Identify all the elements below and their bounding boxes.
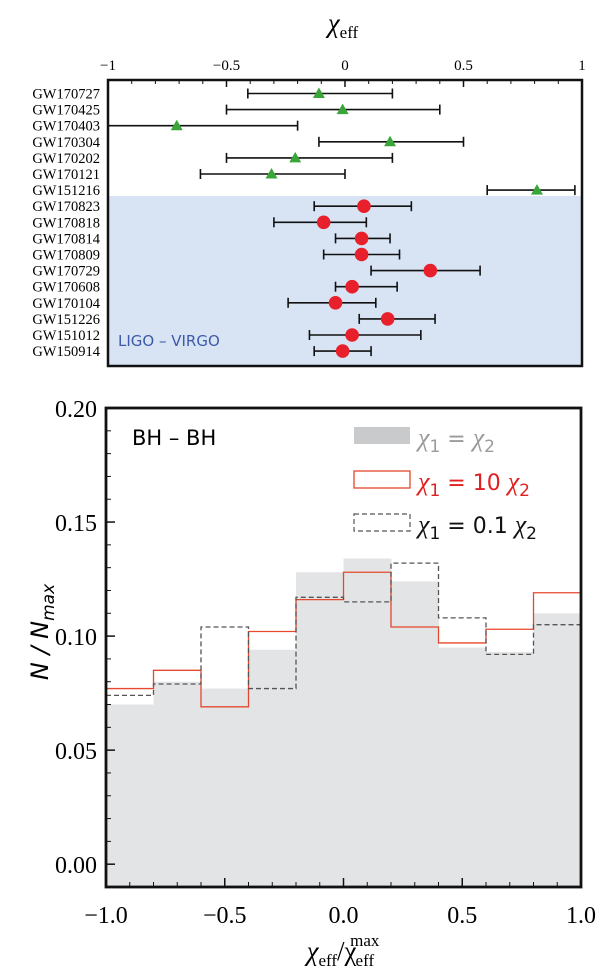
y-tick-label: 0.20 [55,397,97,423]
event-label: GW170823 [32,199,100,215]
y-tick-labels: 0.00 0.05 0.10 0.15 0.20 [55,397,97,879]
ligo-virgo-label: LIGO – VIRGO [118,332,220,350]
legend-swatch-equal [354,427,410,444]
event-label: GW170202 [32,151,100,167]
circle-marker [380,312,395,326]
event-markers [107,87,576,358]
legend-swatch-tenth [353,513,411,532]
histogram-line-tenth [106,562,581,697]
histogram-bars [106,558,582,887]
event-label: GW151012 [32,328,100,344]
y-tick-label: 0.10 [55,625,97,651]
x-tick-label: 0.5 [447,903,477,929]
triangle-marker [289,151,302,163]
histogram-bar-equal [438,647,487,887]
triangle-marker [170,119,183,131]
event-label: GW170425 [32,103,100,119]
event-label: GW170729 [32,264,100,280]
circle-marker [423,263,438,278]
circle-marker [345,328,359,342]
circle-marker [316,215,331,230]
event-label: GW150914 [32,344,100,360]
event-label: GW170104 [32,296,100,312]
ligo-virgo-band [108,196,582,366]
event-label: GW170121 [32,167,100,183]
circle-marker [345,279,359,294]
circle-marker [357,199,371,213]
legend-label-ten: χ1 = 10 χ2 [415,467,530,501]
top-tick-label: −0.5 [213,58,240,74]
event-label: GW170304 [32,135,100,151]
legend: χ1 = χ2 χ1 = 10 χ2 χ1 = 0.1 χ2 [353,423,537,544]
histogram-bar-equal [343,558,392,887]
triangle-marker [312,87,325,98]
x-tick-labels: −1.0 −0.5 0.0 0.5 1.0 [84,903,596,929]
y-axis-title: N / Nmax [26,583,59,680]
events-frame [106,78,584,368]
histogram-panel: 0.00 0.05 0.10 0.15 0.20 −1.0 −0.5 0.0 0.5 1.0 B… [26,397,596,970]
top-tick-label: 0 [341,58,349,74]
triangle-marker [530,184,543,195]
histogram-bar-equal [106,704,154,887]
histogram-lines [106,562,581,708]
circle-marker [328,296,343,310]
x-tick-label: −0.5 [203,903,247,929]
event-labels: GW170727GW170425GW170403GW170304GW170202… [32,87,100,361]
event-label: GW170608 [32,280,100,296]
histogram-bar-equal [153,681,202,887]
event-label: GW170727 [32,87,100,103]
event-label: GW151216 [32,183,100,199]
events-panel: χeff −1 −0.5 0 0.5 1 LIGO – VIRGO GW170727GW… [32,8,586,368]
top-tick-label: 1 [578,58,586,74]
x-tick-label: 0.0 [329,903,359,929]
circle-marker [354,231,369,246]
y-tick-label: 0.15 [55,511,97,537]
histogram-bar-equal [248,649,297,887]
histogram-bar-equal [201,688,249,887]
top-tick-label: 0.5 [454,58,473,74]
event-label: GW170814 [32,231,100,247]
histogram-bar-equal [486,652,534,887]
circle-marker [335,344,350,358]
histogram-bar-equal [533,613,582,887]
histogram-title: BH – BH [132,426,216,450]
histogram-bar-equal [391,581,439,887]
event-label: GW170403 [32,119,100,135]
legend-label-equal: χ1 = χ2 [415,423,495,457]
triangle-marker [384,135,397,147]
top-tick-labels: −1 −0.5 0 0.5 1 [100,58,586,74]
histogram-frame [104,406,583,889]
top-axis-title: χeff [325,8,359,42]
legend-label-tenth: χ1 = 0.1 χ2 [415,510,537,544]
top-tick-label: −1 [100,58,116,74]
x-axis-title: χeff/χeffmax [304,931,380,970]
x-tick-label: −1.0 [84,903,128,929]
histogram-bar-equal [296,572,344,887]
triangle-marker [336,103,349,115]
x-tick-label: 1.0 [566,903,596,929]
triangle-marker [265,168,278,179]
y-tick-label: 0.05 [55,739,97,765]
circle-marker [354,247,369,262]
event-label: GW170809 [32,248,100,264]
event-label: GW170818 [32,215,100,231]
legend-swatch-ten [353,470,411,489]
event-label: GW151226 [32,312,100,328]
y-tick-label: 0.00 [55,853,97,879]
